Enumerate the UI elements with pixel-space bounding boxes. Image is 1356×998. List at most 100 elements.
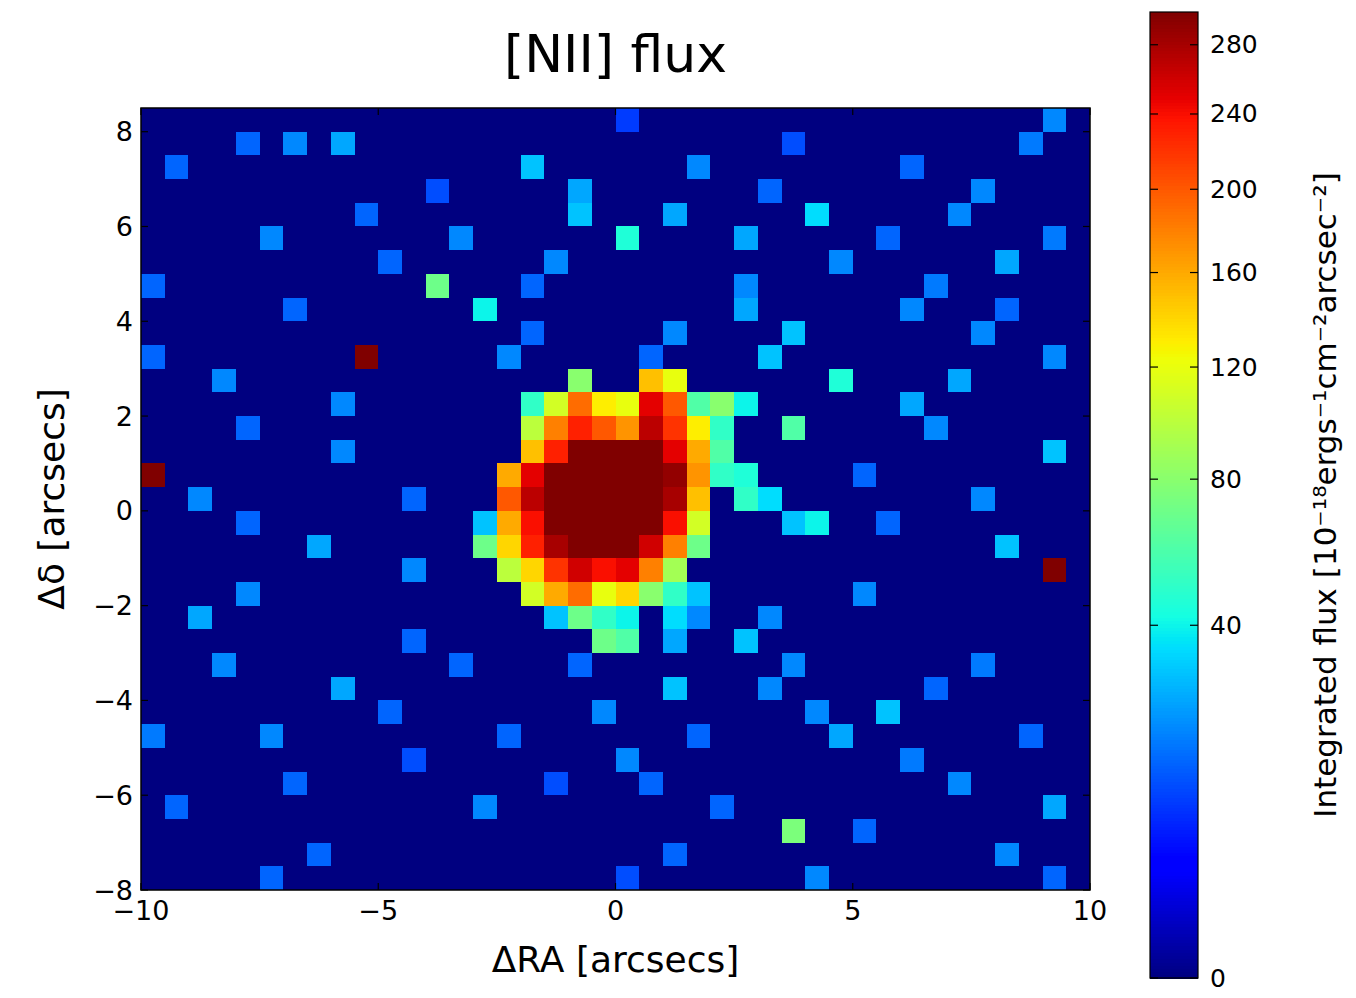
y-tick	[141, 700, 148, 701]
heatmap-cell	[710, 155, 734, 179]
heatmap-cell	[971, 653, 995, 677]
heatmap-cell	[1043, 487, 1067, 511]
heatmap-cell	[616, 866, 640, 890]
heatmap-cell	[829, 535, 853, 559]
heatmap-cell	[971, 463, 995, 487]
heatmap-cell	[805, 748, 829, 772]
heatmap-cell	[853, 748, 877, 772]
heatmap-cell	[853, 629, 877, 653]
heatmap-cell	[948, 772, 972, 796]
heatmap-cell	[805, 535, 829, 559]
heatmap-cell	[283, 155, 307, 179]
heatmap-cell	[592, 629, 616, 653]
heatmap-cell	[449, 511, 473, 535]
heatmap-cell	[1019, 463, 1043, 487]
heatmap-cell	[687, 629, 711, 653]
heatmap-cell	[331, 606, 355, 630]
heatmap-cell	[141, 511, 165, 535]
heatmap-cell	[544, 392, 568, 416]
heatmap-cell	[782, 321, 806, 345]
heatmap-cell	[307, 369, 331, 393]
heatmap-cell	[829, 250, 853, 274]
heatmap-cell	[782, 700, 806, 724]
heatmap-cell	[402, 558, 426, 582]
heatmap-cell	[307, 629, 331, 653]
heatmap-cell	[426, 463, 450, 487]
heatmap-cell	[782, 203, 806, 227]
heatmap-cell	[283, 629, 307, 653]
heatmap-cell	[449, 582, 473, 606]
heatmap-cell	[639, 582, 663, 606]
heatmap-cell	[521, 463, 545, 487]
heatmap-cell	[805, 700, 829, 724]
heatmap-cell	[592, 700, 616, 724]
heatmap-cell	[141, 155, 165, 179]
heatmap-cell	[876, 108, 900, 132]
heatmap-cell	[663, 416, 687, 440]
heatmap-cell	[639, 155, 663, 179]
heatmap-cell	[948, 155, 972, 179]
heatmap-cell	[924, 108, 948, 132]
heatmap-cell	[1043, 226, 1067, 250]
heatmap-cell	[616, 132, 640, 156]
heatmap-cell	[663, 629, 687, 653]
heatmap-cell	[663, 250, 687, 274]
heatmap-cell	[568, 440, 592, 464]
heatmap-cell	[639, 250, 663, 274]
heatmap-cell	[782, 795, 806, 819]
heatmap-cell	[687, 155, 711, 179]
heatmap-cell	[355, 345, 379, 369]
heatmap-cell	[1019, 606, 1043, 630]
heatmap-cell	[378, 179, 402, 203]
heatmap-cell	[924, 843, 948, 867]
heatmap-cell	[734, 653, 758, 677]
heatmap-cell	[734, 558, 758, 582]
heatmap-cell	[355, 203, 379, 227]
heatmap-cell	[782, 369, 806, 393]
heatmap-cell	[1066, 511, 1090, 535]
heatmap-cell	[687, 606, 711, 630]
heatmap-cell	[426, 203, 450, 227]
heatmap-cells	[141, 108, 1090, 890]
heatmap-cell	[876, 606, 900, 630]
heatmap-cell	[497, 629, 521, 653]
heatmap-cell	[853, 582, 877, 606]
heatmap-cell	[141, 274, 165, 298]
heatmap-cell	[639, 535, 663, 559]
heatmap-cell	[971, 321, 995, 345]
heatmap-cell	[473, 392, 497, 416]
heatmap-cell	[165, 535, 189, 559]
heatmap-cell	[1066, 203, 1090, 227]
heatmap-cell	[639, 772, 663, 796]
heatmap-cell	[307, 155, 331, 179]
heatmap-cell	[853, 487, 877, 511]
heatmap-cell	[331, 487, 355, 511]
heatmap-cell	[639, 511, 663, 535]
heatmap-cell	[924, 203, 948, 227]
heatmap-cell	[449, 724, 473, 748]
heatmap-cell	[1019, 132, 1043, 156]
heatmap-cell	[473, 440, 497, 464]
heatmap-cell	[971, 132, 995, 156]
heatmap-cell	[236, 463, 260, 487]
heatmap-cell	[188, 843, 212, 867]
heatmap-cell	[378, 132, 402, 156]
heatmap-cell	[948, 700, 972, 724]
heatmap-cell	[1043, 582, 1067, 606]
heatmap-cell	[1043, 772, 1067, 796]
heatmap-cell	[876, 440, 900, 464]
heatmap-cell	[876, 511, 900, 535]
heatmap-cell	[1043, 155, 1067, 179]
heatmap-cell	[1043, 606, 1067, 630]
heatmap-cell	[995, 866, 1019, 890]
heatmap-cell	[710, 724, 734, 748]
heatmap-cell	[829, 369, 853, 393]
heatmap-cell	[473, 700, 497, 724]
heatmap-cell	[592, 606, 616, 630]
heatmap-cell	[687, 416, 711, 440]
heatmap-cell	[710, 274, 734, 298]
heatmap-cell	[402, 843, 426, 867]
heatmap-cell	[521, 179, 545, 203]
heatmap-cell	[639, 748, 663, 772]
heatmap-cell	[283, 345, 307, 369]
